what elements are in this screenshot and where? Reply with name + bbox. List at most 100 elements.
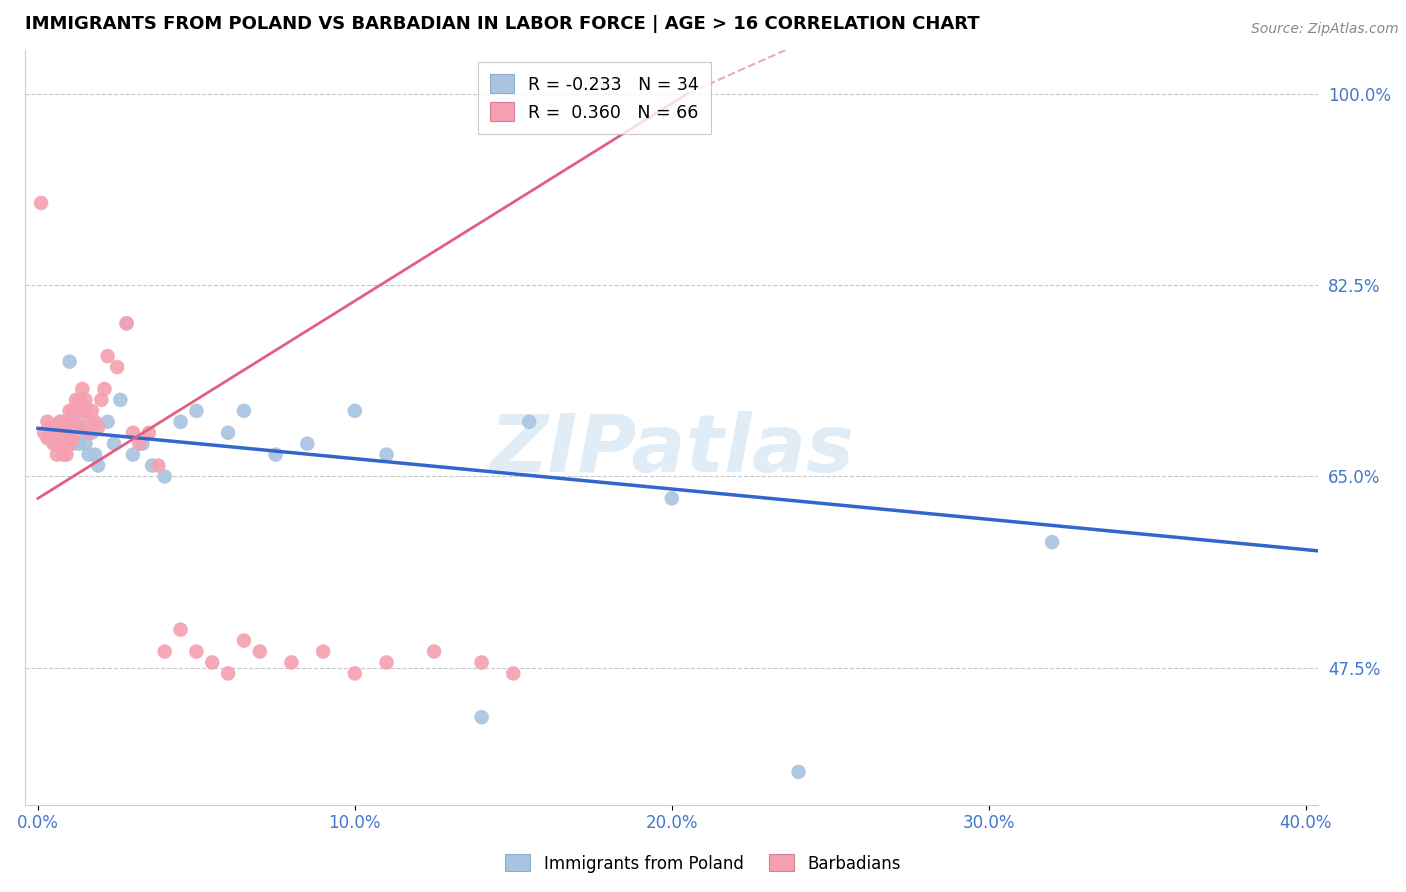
Point [67, 436, 90, 450]
Point [59, 420, 82, 434]
Point [67, 392, 90, 407]
Point [1040, 535, 1063, 549]
Point [46, 448, 69, 462]
Point [55, 425, 77, 440]
Point [186, 404, 208, 418]
Point [169, 623, 191, 637]
Point [75, 392, 97, 407]
Point [122, 425, 145, 440]
Point [62, 415, 84, 429]
Point [471, 710, 494, 724]
Point [375, 448, 398, 462]
Point [280, 656, 302, 670]
Point [201, 656, 224, 670]
Point [77, 448, 100, 462]
Point [49, 415, 72, 429]
Point [343, 404, 366, 418]
Point [59, 404, 82, 418]
Point [787, 764, 810, 779]
Point [84, 415, 107, 429]
Point [217, 666, 239, 681]
Point [115, 316, 138, 330]
Point [375, 656, 398, 670]
Point [297, 436, 319, 450]
Point [55, 431, 77, 445]
Point [42, 436, 65, 450]
Point [97, 415, 120, 429]
Point [343, 666, 366, 681]
Point [32, 425, 55, 440]
Point [131, 436, 153, 450]
Point [75, 436, 97, 450]
Point [153, 644, 176, 658]
Point [55, 420, 77, 434]
Point [72, 425, 94, 440]
Point [471, 656, 494, 670]
Point [93, 382, 115, 396]
Point [75, 404, 97, 418]
Point [55, 448, 77, 462]
Point [37, 431, 59, 445]
Legend: Immigrants from Poland, Barbadians: Immigrants from Poland, Barbadians [499, 847, 907, 880]
Point [87, 458, 110, 473]
Point [423, 644, 446, 658]
Point [80, 425, 103, 440]
Point [312, 644, 335, 658]
Point [42, 420, 65, 434]
Point [42, 425, 65, 440]
Point [37, 415, 59, 429]
Point [87, 420, 110, 434]
Point [217, 425, 239, 440]
Point [517, 415, 540, 429]
Point [232, 404, 254, 418]
Point [72, 382, 94, 396]
Point [67, 420, 90, 434]
Point [52, 448, 75, 462]
Point [128, 436, 150, 450]
Point [65, 404, 87, 418]
Point [65, 415, 87, 429]
Point [148, 458, 170, 473]
Point [502, 666, 524, 681]
Point [49, 436, 72, 450]
Point [46, 425, 69, 440]
Point [49, 420, 72, 434]
Point [42, 436, 65, 450]
Point [84, 448, 107, 462]
Point [115, 316, 138, 330]
Point [49, 415, 72, 429]
Point [59, 354, 82, 368]
Point [52, 425, 75, 440]
Point [232, 633, 254, 648]
Point [77, 425, 100, 440]
Point [62, 404, 84, 418]
Point [169, 415, 191, 429]
Point [46, 436, 69, 450]
Point [65, 420, 87, 434]
Point [90, 392, 112, 407]
Point [141, 458, 163, 473]
Point [77, 415, 100, 429]
Point [65, 392, 87, 407]
Point [62, 436, 84, 450]
Point [110, 392, 132, 407]
Point [186, 644, 208, 658]
Point [661, 491, 683, 506]
Point [30, 196, 52, 211]
Point [67, 404, 90, 418]
Point [105, 360, 128, 375]
Point [52, 415, 75, 429]
Point [264, 448, 287, 462]
Point [72, 398, 94, 412]
Point [80, 404, 103, 418]
Point [62, 431, 84, 445]
Text: ZIPatlas: ZIPatlas [489, 411, 855, 489]
Point [52, 436, 75, 450]
Point [153, 469, 176, 483]
Point [249, 644, 271, 658]
Point [97, 349, 120, 363]
Point [103, 436, 125, 450]
Point [122, 448, 145, 462]
Point [39, 431, 62, 445]
Point [39, 420, 62, 434]
